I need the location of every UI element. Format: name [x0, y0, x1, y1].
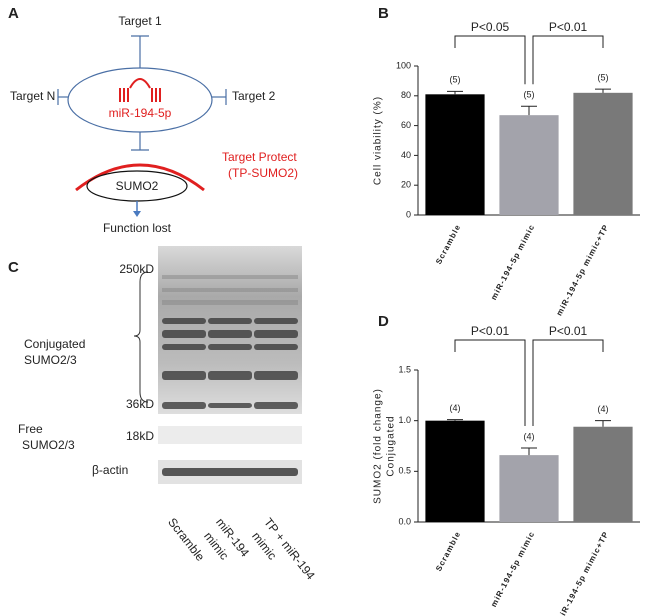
significance-label: P<0.01 [549, 324, 588, 338]
marker-label: 18kD [126, 429, 154, 443]
error-bar [595, 420, 611, 427]
y-tick-label: 0 [406, 209, 411, 219]
brace [133, 271, 149, 403]
protector-label: Target Protect [222, 150, 297, 164]
y-tick-label: 0.5 [398, 466, 411, 476]
panel-letter: C [8, 259, 19, 276]
x-tick-label: miR-194-5p mimic [489, 530, 537, 609]
error-bar [521, 105, 537, 116]
outcome-label: Function lost [103, 221, 172, 235]
bar [573, 426, 633, 522]
target-label: Target N [10, 89, 55, 103]
panel-letter: D [378, 313, 389, 330]
error-bar [447, 90, 463, 95]
error-bar [447, 419, 463, 421]
lane-label: Scramble [165, 515, 207, 564]
significance-bracket [532, 35, 604, 85]
marker-label: 250kD [119, 262, 154, 276]
gene-label: SUMO2 [116, 179, 159, 193]
group-label: SUMO2/3 [22, 438, 75, 452]
group-label: SUMO2/3 [24, 353, 77, 367]
blot [158, 246, 302, 484]
target-label: Target 2 [232, 89, 276, 103]
significance-bracket [454, 339, 526, 427]
diagram-shapes [57, 35, 227, 151]
error-bar [521, 447, 537, 456]
x-tick-label: miR-194-5p mimic [489, 223, 537, 302]
target-label: Target 1 [118, 14, 162, 28]
bar [499, 455, 559, 522]
y-tick-label: 40 [401, 150, 411, 160]
marker-label: 36kD [126, 397, 154, 411]
arrow-head [133, 211, 141, 217]
x-tick-label: Scramble [434, 223, 463, 266]
group-label: Conjugated [24, 337, 85, 351]
bar [425, 420, 485, 522]
n-annotation: (5) [598, 72, 609, 82]
bar [499, 115, 559, 215]
error-bar [595, 88, 611, 93]
y-axis-label: SUMO2 (fold change) [373, 388, 384, 504]
panel-letter: B [378, 5, 389, 22]
y-tick-label: 80 [401, 90, 411, 100]
x-tick-label: Scramble [434, 530, 463, 573]
n-annotation: (4) [524, 431, 535, 441]
y-tick-label: 1.5 [398, 364, 411, 374]
protector-label: (TP-SUMO2) [228, 166, 298, 180]
group-label: β-actin [92, 463, 128, 477]
panel-letter: A [8, 5, 19, 22]
significance-label: P<0.01 [471, 324, 510, 338]
bar [425, 94, 485, 215]
n-annotation: (5) [450, 75, 461, 85]
bar [573, 92, 633, 215]
y-axis-label: Cell viability (%) [373, 96, 384, 185]
significance-label: P<0.01 [549, 20, 588, 34]
n-annotation: (4) [450, 403, 461, 413]
x-tick-label: miR-194-5p mimic+TP [555, 530, 611, 616]
y-tick-label: 0.0 [398, 516, 411, 526]
significance-bracket [454, 35, 526, 85]
mirna-label: miR-194-5p [109, 106, 172, 120]
significance-label: P<0.05 [471, 20, 510, 34]
significance-bracket [532, 339, 604, 427]
y-tick-label: 20 [401, 180, 411, 190]
y-tick-label: 1.0 [398, 415, 411, 425]
group-label: Free [18, 422, 43, 436]
y-tick-label: 100 [396, 60, 411, 70]
n-annotation: (4) [598, 404, 609, 414]
x-tick-label: miR-194-5p mimic+TP [555, 223, 611, 318]
n-annotation: (5) [524, 90, 535, 100]
y-tick-label: 60 [401, 120, 411, 130]
y-axis-label: Conjugated [386, 415, 397, 476]
